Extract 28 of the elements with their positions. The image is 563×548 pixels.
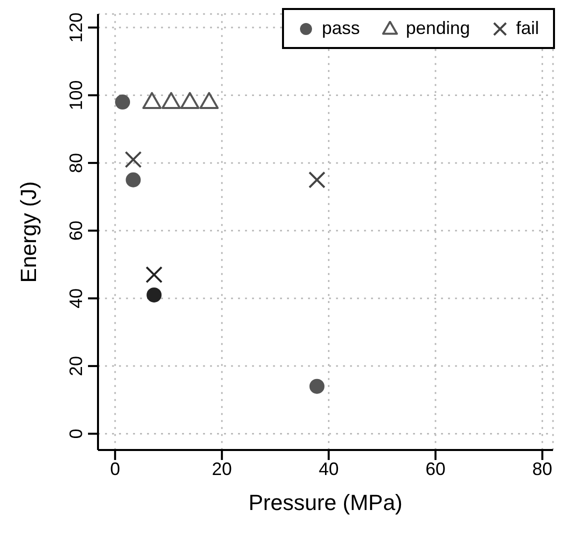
x-tick-label: 40 (318, 458, 339, 479)
point (199, 92, 219, 110)
point (309, 378, 324, 394)
y-tick-label: 120 (66, 12, 86, 43)
y-tick-label: 0 (66, 428, 86, 439)
y-tick-label: 80 (66, 152, 86, 173)
x-tick-label: 0 (110, 458, 120, 479)
x-tick-label: 60 (425, 458, 446, 479)
point (124, 151, 142, 168)
legend-label: fail (516, 18, 539, 39)
legend-label: pending (406, 18, 470, 39)
point (146, 287, 162, 302)
y-tick-label: 20 (66, 356, 86, 376)
y-axis-title: Energy (J) (16, 181, 41, 283)
point (115, 94, 130, 110)
point (146, 266, 163, 284)
x-axis-title: Pressure (MPa) (248, 490, 403, 515)
point (162, 92, 181, 110)
x-tick-label: 20 (212, 458, 232, 479)
point (308, 171, 326, 188)
y-tick-label: 40 (66, 288, 86, 308)
y-tick-label: 60 (66, 220, 86, 241)
y-tick-label: 100 (66, 80, 86, 110)
x-tick-label: 80 (532, 458, 552, 479)
legend-label: pass (322, 18, 360, 39)
point (142, 92, 162, 110)
point (126, 172, 141, 188)
point (180, 92, 200, 110)
